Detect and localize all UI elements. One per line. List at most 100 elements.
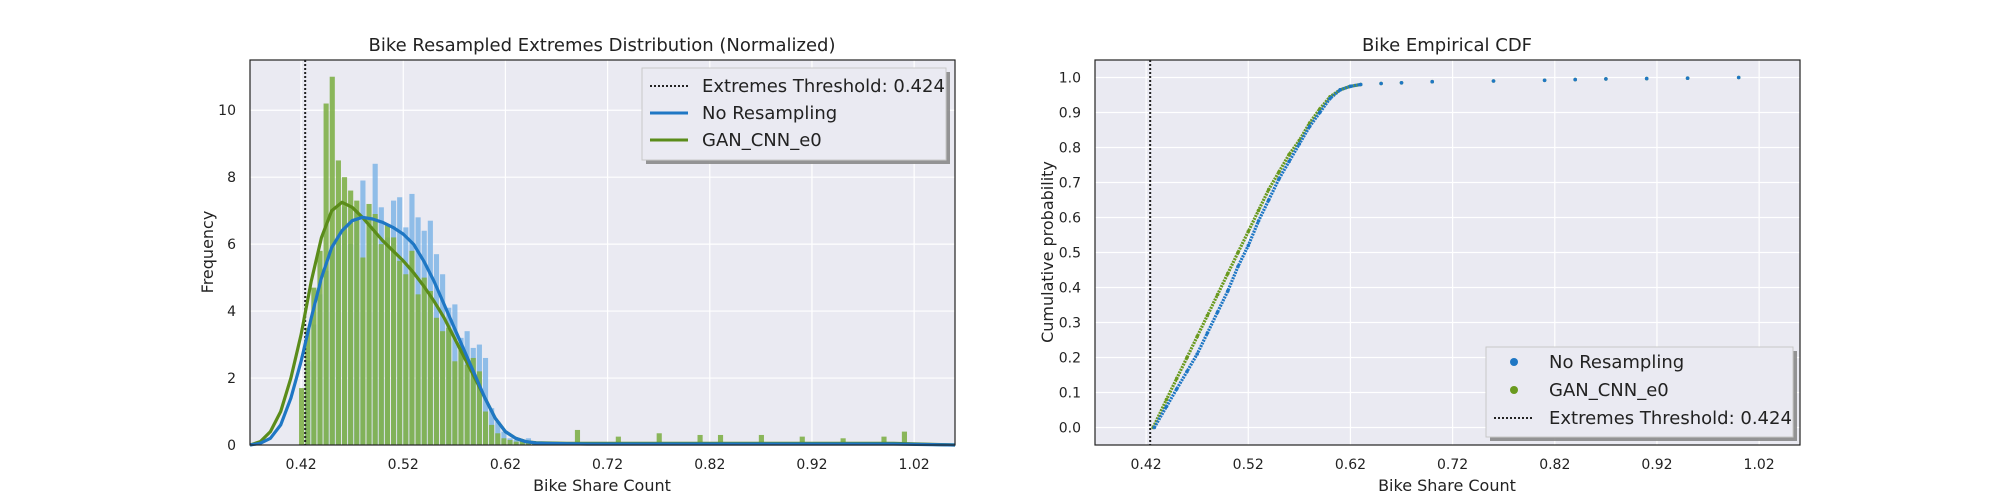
y-tick-label: 0.7 — [1059, 176, 1081, 192]
y-tick-labels: 0.0 0.1 0.2 0.3 0.4 0.5 0.6 0.7 0.8 0.9 1.0 — [1059, 71, 1081, 437]
y-tick-label: 1.0 — [1059, 71, 1081, 87]
x-tick-label: 0.72 — [592, 457, 623, 473]
histogram-bar-gan — [391, 237, 397, 445]
cdf-point-no-resampling-trace — [1152, 82, 1361, 429]
y-tick-label: 4 — [227, 304, 236, 320]
histogram-bar-gan — [458, 344, 464, 445]
x-tick-label: 0.42 — [1131, 457, 1162, 473]
kde-lines — [249, 60, 956, 447]
histogram-bar-gan — [881, 436, 887, 445]
histogram-bar-gan — [305, 327, 311, 445]
histogram-bar-gan — [354, 200, 360, 445]
histogram-bar-gan — [452, 361, 458, 445]
legend-label-gan: GAN_CNN_e0 — [702, 130, 822, 151]
x-tick-labels: 0.42 0.52 0.62 0.72 0.82 0.92 1.02 — [1131, 457, 1775, 473]
histogram-bar-gan — [470, 357, 476, 445]
histogram-bar-gan — [717, 434, 724, 445]
legend-box — [641, 67, 947, 161]
histogram-bar-gan — [366, 203, 372, 445]
cdf-point-no-resampling — [1685, 76, 1690, 80]
histogram-bar-gan — [476, 371, 482, 445]
histogram-bar-gan — [403, 274, 409, 445]
histogram-bar-gan — [901, 431, 907, 445]
histogram-bar-gan — [317, 250, 323, 445]
legend-label-no-resampling: No Resampling — [1549, 352, 1684, 373]
x-tick-label: 0.92 — [796, 457, 827, 473]
histogram-bar-gan — [433, 317, 440, 445]
x-tick-label: 0.52 — [1233, 457, 1264, 473]
x-tick-label: 0.62 — [1335, 457, 1366, 473]
legend-no-resampling-marker — [1510, 358, 1518, 366]
legend: No Resampling GAN_CNN_e0 Extremes Thresh… — [1485, 346, 1797, 441]
y-tick-labels: 0 2 4 6 8 10 — [218, 103, 236, 454]
chart-title: Bike Resampled Extremes Distribution (No… — [368, 35, 835, 56]
x-tick-label: 0.82 — [694, 457, 725, 473]
y-tick-label: 0.5 — [1059, 246, 1081, 262]
histogram-bar-gan — [656, 433, 662, 445]
cdf-point-no-resampling — [1430, 79, 1434, 84]
cdf-point-no-resampling — [1399, 81, 1404, 85]
histogram-bar-gan — [758, 434, 764, 445]
cdf-point-no-resampling — [1542, 78, 1547, 83]
y-tick-label: 0.8 — [1059, 141, 1081, 157]
histogram-bar-gan — [415, 294, 421, 445]
histogram-bar-gan — [299, 388, 305, 445]
legend-label-gan: GAN_CNN_e0 — [1549, 380, 1669, 401]
legend: Extremes Threshold: 0.424 No Resampling … — [641, 67, 950, 164]
histogram-bar-gan — [348, 190, 354, 445]
histogram-bar-gan — [482, 411, 489, 445]
histogram-bar-gan — [446, 327, 452, 445]
grid — [1095, 60, 1800, 445]
histogram-bar-gan — [799, 436, 805, 445]
histogram-bar-gan — [513, 441, 519, 445]
histogram-bar-gan — [421, 277, 427, 445]
cdf-point-no-resampling — [1379, 81, 1383, 86]
x-tick-labels: 0.42 0.52 0.62 0.72 0.82 0.92 1.02 — [286, 457, 930, 473]
legend-label-threshold: Extremes Threshold: 0.424 — [1549, 408, 1792, 429]
legend-gan-marker — [1510, 386, 1518, 394]
histogram-bar-gan — [507, 439, 513, 445]
histogram-bar-gan — [427, 291, 433, 445]
cdf-point-no-resampling — [1644, 76, 1649, 81]
kde-line-no-resampling — [249, 215, 956, 447]
cdf-chart: Bike Empirical CDF 0.42 0.52 0.62 0.72 0.82 0… — [1038, 35, 1801, 495]
cdf-points — [1149, 60, 1741, 445]
histogram-bar-gan — [409, 250, 415, 445]
x-axis-label: Bike Share Count — [1378, 476, 1516, 495]
histogram-bar-gan — [615, 436, 621, 445]
plot-frame — [1094, 59, 1801, 446]
y-tick-label: 0.6 — [1059, 211, 1081, 227]
x-axis-label: Bike Share Count — [533, 476, 671, 495]
y-axis-label: Frequency — [198, 211, 217, 294]
histogram-bar-gan — [489, 424, 495, 445]
chart-title: Bike Empirical CDF — [1362, 35, 1532, 56]
y-tick-label: 0 — [227, 438, 236, 454]
histogram-chart: Bike Resampled Extremes Distribution (No… — [198, 35, 956, 495]
histogram-bar-gan — [697, 434, 703, 445]
legend-box — [1485, 346, 1794, 438]
y-tick-label: 0.1 — [1059, 386, 1081, 402]
histogram-bar-gan — [574, 429, 581, 445]
y-tick-label: 0.2 — [1059, 351, 1081, 367]
histogram-bar-gan — [501, 438, 507, 445]
histogram-bar-gan — [335, 160, 341, 445]
histogram-bar-gan — [360, 257, 366, 445]
y-tick-label: 0.4 — [1059, 281, 1081, 297]
cdf-point-no-resampling — [1491, 79, 1496, 83]
legend-label-no-resampling: No Resampling — [702, 103, 837, 124]
histogram-bar-gan — [323, 103, 329, 446]
y-tick-label: 10 — [218, 103, 236, 119]
x-tick-label: 1.02 — [899, 457, 930, 473]
y-tick-label: 2 — [227, 371, 236, 387]
y-tick-label: 6 — [227, 237, 236, 253]
x-tick-label: 0.42 — [286, 457, 317, 473]
cdf-point-no-resampling — [1736, 75, 1741, 80]
histogram-bar-gan — [440, 331, 446, 445]
histogram-bar-gan — [519, 439, 525, 445]
x-tick-label: 0.92 — [1641, 457, 1672, 473]
x-tick-label: 0.82 — [1539, 457, 1570, 473]
histogram-bar-gan — [495, 433, 501, 445]
histogram-bar-gan — [372, 214, 378, 445]
histogram-bar-gan — [840, 438, 846, 445]
